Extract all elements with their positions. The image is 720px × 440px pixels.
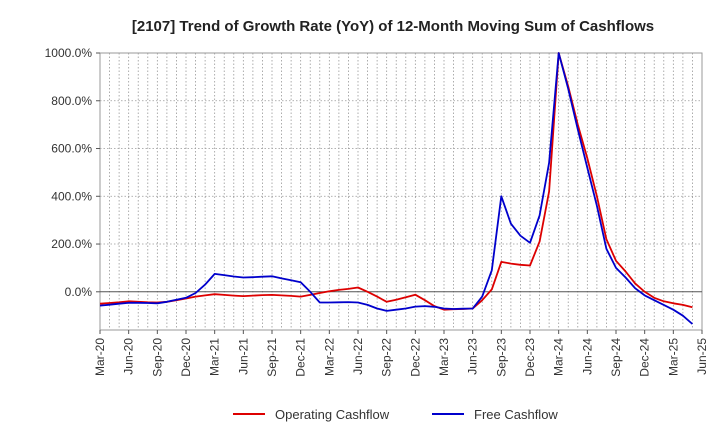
x-tick-label: Sep-20 — [150, 338, 164, 377]
series-lines — [99, 52, 693, 325]
legend-label: Operating Cashflow — [275, 407, 390, 422]
x-tick-label: Jun-20 — [122, 338, 136, 375]
x-tick-label: Sep-24 — [609, 338, 623, 377]
y-tick-label: 0.0% — [65, 285, 93, 299]
x-tick-label: Mar-21 — [208, 338, 222, 376]
x-tick-label: Dec-21 — [294, 338, 308, 377]
x-tick-label: Mar-24 — [552, 338, 566, 376]
y-tick-label: 400.0% — [51, 189, 92, 203]
y-axis-ticks: 0.0% 200.0% 400.0% 600.0% 800.0% 1000.0% — [45, 46, 100, 299]
x-tick-label: Sep-23 — [494, 338, 508, 377]
x-tick-label: Dec-20 — [179, 338, 193, 377]
x-tick-label: Dec-24 — [638, 338, 652, 377]
y-tick-label: 1000.0% — [45, 46, 93, 60]
x-tick-label: Sep-21 — [265, 338, 279, 377]
plot-area — [99, 52, 703, 331]
y-tick-label: 600.0% — [51, 142, 92, 156]
x-tick-label: Jun-23 — [466, 338, 480, 375]
x-tick-label: Jun-24 — [580, 338, 594, 375]
vertical-gridlines — [109, 53, 693, 330]
x-tick-label: Dec-22 — [408, 338, 422, 377]
operating-cashflow-line — [99, 52, 693, 311]
chart-title: [2107] Trend of Growth Rate (YoY) of 12-… — [132, 18, 654, 35]
x-tick-label: Jun-21 — [236, 338, 250, 375]
x-tick-label: Dec-23 — [523, 338, 537, 377]
horizontal-gridlines — [100, 100, 702, 245]
y-tick-label: 800.0% — [51, 94, 92, 108]
x-axis-ticks: Mar-20 Jun-20 Sep-20 Dec-20 Mar-21 Jun-21 Sep-… — [93, 330, 709, 377]
legend-label: Free Cashflow — [474, 407, 558, 422]
x-tick-label: Mar-20 — [93, 338, 107, 376]
free-cashflow-line — [99, 52, 693, 325]
x-tick-label: Jun-22 — [351, 338, 365, 375]
legend: Operating Cashflow Free Cashflow — [233, 407, 558, 422]
x-tick-label: Mar-22 — [322, 338, 336, 376]
x-tick-label: Mar-23 — [437, 338, 451, 376]
x-tick-label: Jun-25 — [695, 338, 709, 375]
x-tick-label: Mar-25 — [666, 338, 680, 376]
y-tick-label: 200.0% — [51, 237, 92, 251]
x-tick-label: Sep-22 — [380, 338, 394, 377]
